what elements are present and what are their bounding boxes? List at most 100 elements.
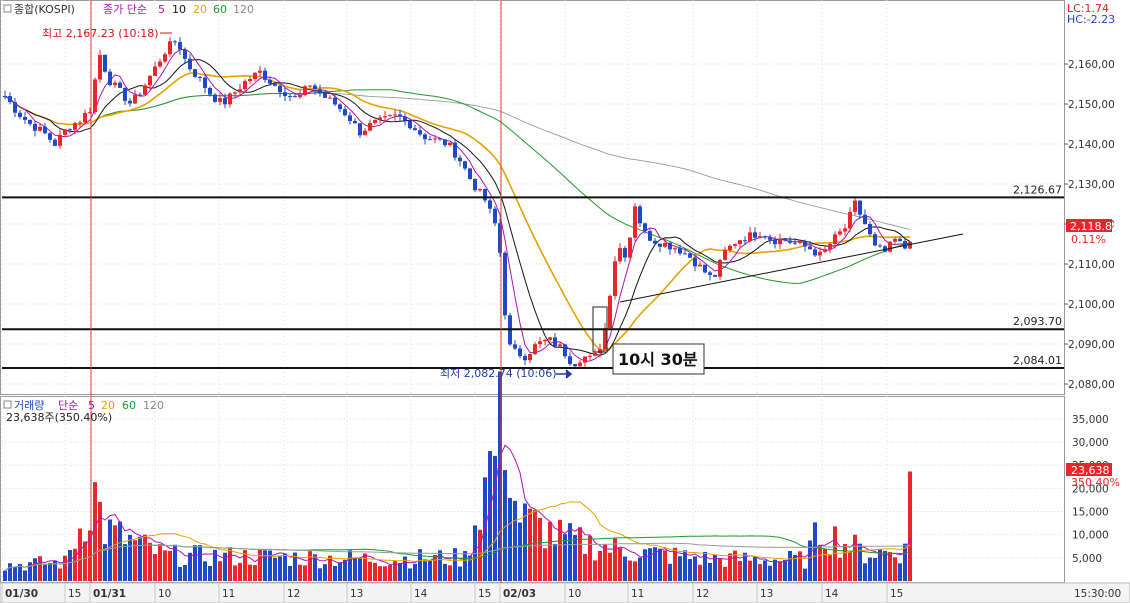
candle-body	[738, 240, 742, 245]
candle-body	[348, 115, 352, 121]
volume-bar	[428, 560, 432, 581]
candle-body	[483, 189, 487, 201]
volume-bar	[38, 556, 42, 581]
candle-body	[523, 356, 527, 361]
candle-body	[103, 54, 107, 72]
candle-body	[468, 168, 472, 179]
volume-bar	[103, 544, 107, 581]
candle-body	[108, 71, 112, 86]
legend-box-icon[interactable]	[3, 4, 12, 13]
volume-bar	[298, 564, 302, 581]
volume-bar	[678, 556, 682, 581]
legend-symbol[interactable]: 종합(KOSPI)	[14, 3, 75, 16]
volume-bar	[813, 522, 817, 581]
volume-bar	[538, 517, 542, 581]
volume-bar	[663, 550, 667, 581]
candle-body	[303, 86, 307, 96]
volume-bar	[618, 547, 622, 581]
low-arrow-icon	[556, 369, 573, 379]
candle-body	[598, 349, 602, 353]
candle-body	[273, 83, 277, 86]
candle-body	[538, 341, 542, 345]
volume-bar	[423, 561, 427, 581]
volume-bar	[703, 551, 707, 581]
volume-bar	[208, 566, 212, 581]
volume-bar	[128, 534, 132, 581]
candle-body	[358, 123, 362, 136]
volume-bar	[848, 552, 852, 581]
volume-bar	[758, 564, 762, 581]
candle-body	[83, 113, 87, 123]
volume-bar	[238, 562, 242, 581]
candle-body	[323, 93, 327, 98]
price-tick-label: 2,100,00	[1068, 299, 1115, 311]
candle-body	[148, 75, 152, 86]
volume-bar	[478, 529, 482, 581]
level-label: 2,084.01	[1013, 354, 1062, 367]
legend-period-10: 10	[172, 3, 186, 16]
candle-body	[698, 264, 702, 267]
volume-bar	[353, 557, 357, 581]
candle-body	[748, 232, 752, 242]
volume-bar	[543, 548, 547, 581]
volume-bar	[418, 549, 422, 581]
volume-bar	[793, 555, 797, 581]
candle-body	[13, 102, 17, 113]
volume-bar	[858, 543, 862, 581]
ma-5-line	[4, 48, 911, 362]
candle-body	[898, 238, 902, 242]
candle-body	[93, 79, 97, 113]
candle-body	[453, 142, 457, 158]
price-tick-label: 2,080,00	[1068, 379, 1115, 391]
volume-bar	[593, 560, 597, 581]
volume-bar	[33, 558, 37, 581]
x-tick-label: 14	[414, 588, 428, 600]
candle-body	[463, 161, 467, 169]
candle-body	[878, 245, 882, 247]
volume-bar	[708, 562, 712, 581]
current-price-value: 2,118.88	[1070, 220, 1119, 233]
candle-body	[848, 211, 852, 229]
volume-bar	[723, 566, 727, 581]
legend-period-20: 20	[193, 3, 207, 16]
volume-bar	[553, 543, 557, 581]
volume-tick-label: 20,000	[1072, 483, 1109, 495]
candle-body	[258, 70, 262, 73]
volume-bar	[328, 555, 332, 581]
volume-bar	[158, 544, 162, 581]
ma-10-line	[4, 59, 911, 356]
candle-body	[758, 236, 762, 238]
candle-body	[408, 120, 412, 129]
candle-body	[48, 133, 52, 140]
candle-body	[843, 228, 847, 232]
candle-body	[228, 93, 232, 105]
volume-bar	[8, 563, 12, 581]
volume-bar	[753, 556, 757, 581]
volume-bar	[693, 556, 697, 581]
volume-bar	[448, 565, 452, 581]
candle-body	[383, 116, 387, 118]
volume-legend-label[interactable]: 거래량	[14, 399, 44, 412]
candle-body	[858, 200, 862, 215]
candle-body	[128, 100, 132, 104]
candle-body	[673, 248, 677, 250]
volume-bar	[803, 568, 807, 581]
candle-body	[198, 76, 202, 78]
candle-body	[473, 178, 477, 191]
volume-bar	[893, 557, 897, 581]
price-tick-label: 2,130,00	[1068, 179, 1115, 191]
volume-bar	[808, 540, 812, 581]
volume-bar	[763, 560, 767, 581]
volume-bar	[588, 535, 592, 581]
candle-body	[813, 249, 817, 256]
candle-body	[893, 238, 897, 242]
volume-legend-box-icon[interactable]	[3, 400, 12, 409]
volume-bar	[738, 560, 742, 581]
candle-body	[188, 58, 192, 70]
volume-bar	[28, 562, 32, 581]
candle-body	[38, 126, 42, 131]
candle-body	[223, 98, 227, 105]
x-tick-label: 01/31	[93, 588, 126, 600]
candle-body	[193, 69, 197, 77]
